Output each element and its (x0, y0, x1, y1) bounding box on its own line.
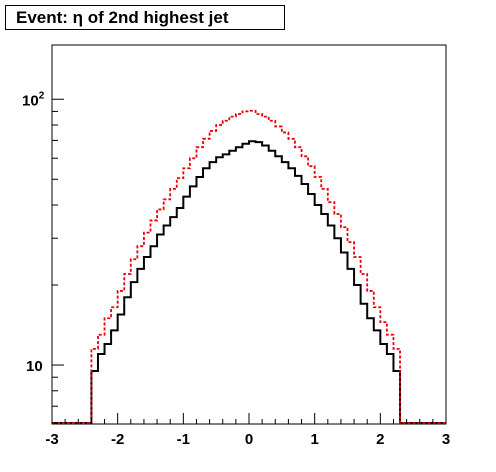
x-tick-label: 1 (310, 431, 318, 448)
x-tick-label: 2 (376, 431, 384, 448)
x-tick-label: -2 (111, 431, 124, 448)
x-tick-label: 3 (442, 431, 450, 448)
histogram-series-1-solid (52, 140, 446, 424)
x-tick-label: -1 (177, 431, 190, 448)
x-tick-label: -3 (45, 431, 58, 448)
plot-frame (51, 44, 447, 425)
histogram-series-2-dashed (52, 109, 446, 424)
x-tick-label: 0 (245, 431, 253, 448)
chart-title: Event: η of 2nd highest jet (5, 5, 285, 30)
y-tick-label: 10 (26, 358, 43, 375)
y-tick-label: 102 (22, 90, 45, 109)
